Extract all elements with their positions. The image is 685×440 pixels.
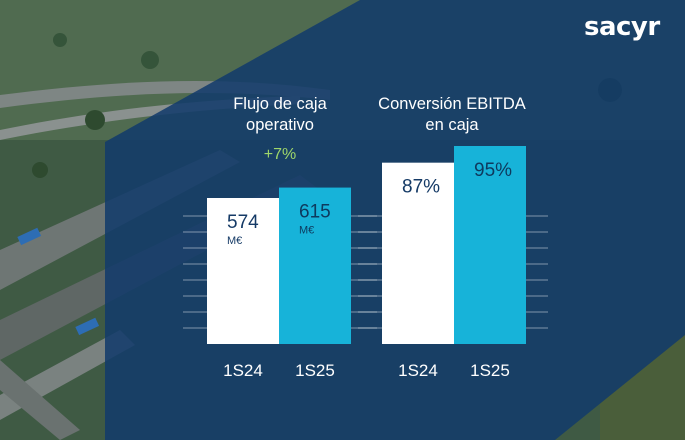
- chart-2-bar-1s25: [454, 146, 526, 344]
- chart-2-category-label-1s24: 1S24: [398, 361, 438, 380]
- sacyr-logo: sacyr: [584, 12, 660, 42]
- chart-2-value-label-1s25: 95%: [474, 160, 512, 181]
- chart-1-value-label-1s25: 615: [299, 202, 331, 223]
- chart-title-conversion-ebitda: Conversión EBITDA en caja: [378, 95, 526, 134]
- chart-1-bar-1s25: [279, 187, 351, 344]
- chart-1-category-label-1s25: 1S25: [295, 361, 335, 380]
- chart-2-value-label-1s24: 87%: [402, 177, 440, 198]
- chart-1-unit-label-1s24: M€: [227, 235, 242, 247]
- growth-annotation: +7%: [263, 146, 297, 163]
- chart-1-unit-label-1s25: M€: [299, 225, 314, 237]
- chart-2-bar-1s24: [382, 162, 454, 344]
- chart-1-bar-1s24: [207, 198, 279, 344]
- chart-1-value-label-1s24: 574: [227, 212, 259, 233]
- chart-2-category-label-1s25: 1S25: [470, 361, 510, 380]
- chart-title-flujo-caja: Flujo de caja operativo: [233, 95, 327, 134]
- chart-1-category-label-1s24: 1S24: [223, 361, 263, 380]
